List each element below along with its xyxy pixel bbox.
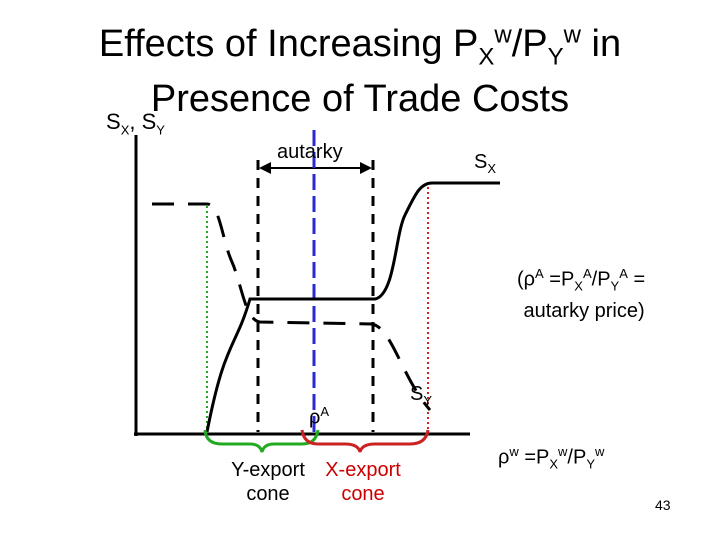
sx-label: SX (474, 151, 497, 176)
sy-curve (152, 202, 432, 411)
autarky-price-note: (ρA =PXA/PYA = autarky price) (517, 266, 646, 322)
x-export-brace (300, 429, 430, 453)
rho-w-label: ρw =PXw/PYw (498, 444, 605, 472)
autarky-arrow-left-head (259, 162, 271, 174)
x-export-cone-label: X-export cone (325, 459, 401, 505)
sx-curve (205, 181, 500, 433)
title-line2: Presence of Trade Costs (150, 78, 570, 121)
page-number: 43 (655, 497, 671, 513)
rho-a-label: ρA (309, 404, 330, 429)
sy-label: SY (410, 383, 433, 408)
y-axis-label: SX, SY (106, 109, 165, 138)
slide-title: Effects of Increasing PXw/PYw in Presenc… (0, 14, 720, 120)
y-export-cone-label: Y-export cone (231, 459, 305, 505)
title-line1: Effects of Increasing PXw/PYw in (98, 21, 622, 71)
autarky-label: autarky (277, 141, 343, 163)
autarky-arrow-right-head (360, 162, 372, 174)
